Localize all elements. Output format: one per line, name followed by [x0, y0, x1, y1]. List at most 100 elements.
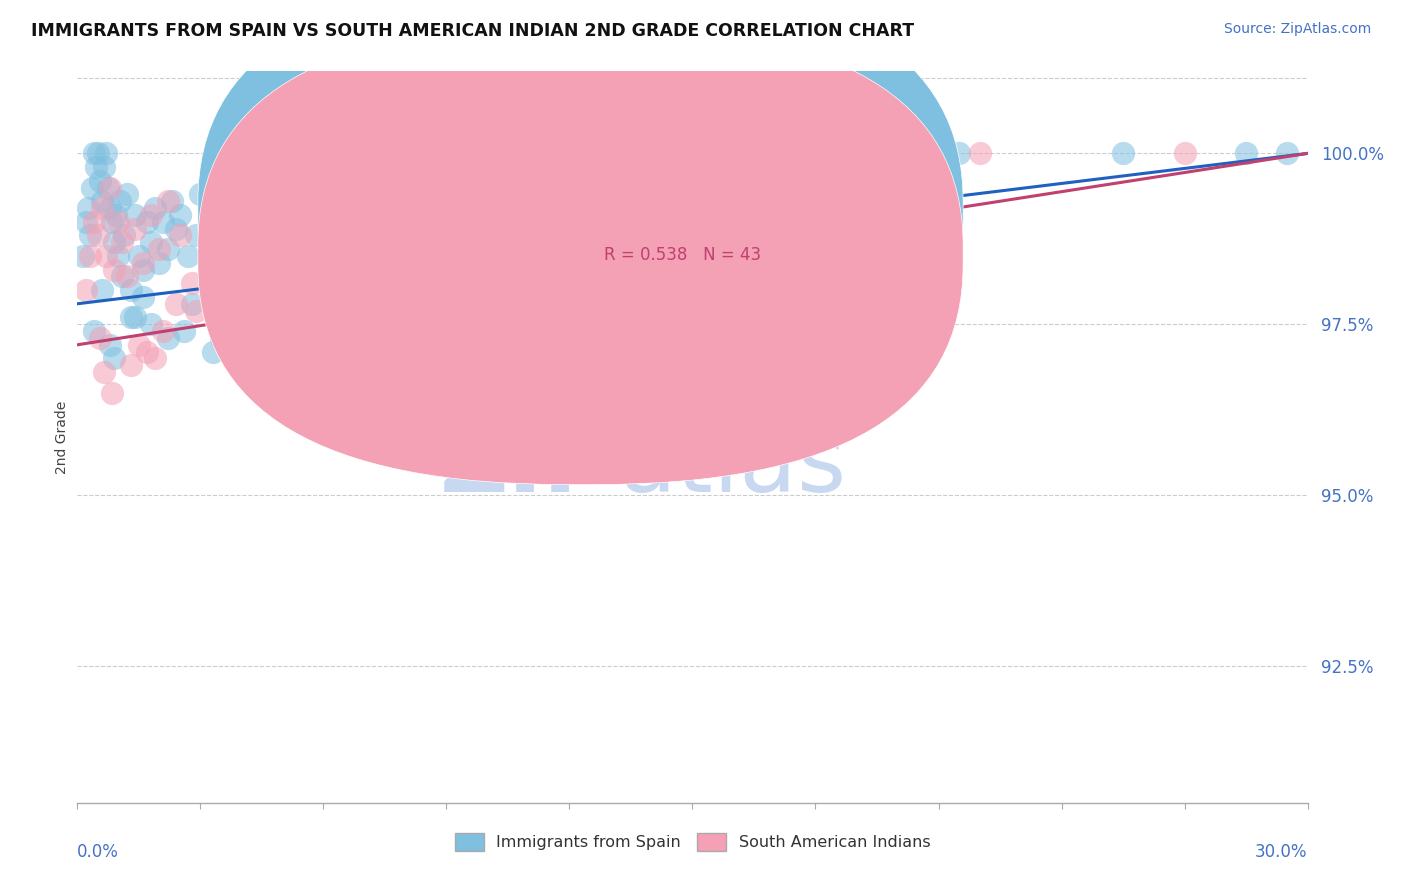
Point: [87, 228, 110, 243]
Point: [120, 359, 142, 373]
Point: [111, 269, 134, 284]
Point: [197, 235, 219, 250]
Point: [333, 297, 356, 311]
Point: [101, 215, 124, 229]
Point: [103, 262, 125, 277]
Text: 0.0%: 0.0%: [77, 843, 120, 861]
Point: [79, 228, 101, 243]
Point: [136, 344, 159, 359]
Point: [105, 208, 128, 222]
Point: [156, 242, 179, 256]
Point: [101, 385, 124, 400]
Point: [115, 269, 138, 284]
Point: [89, 174, 111, 188]
Point: [132, 262, 155, 277]
Point: [374, 290, 396, 304]
Point: [84, 160, 107, 174]
Point: [93, 365, 115, 379]
Point: [83, 146, 105, 161]
Point: [496, 180, 519, 194]
Point: [103, 235, 125, 250]
FancyBboxPatch shape: [198, 25, 963, 484]
Point: [94, 146, 117, 161]
Point: [394, 262, 416, 277]
Point: [209, 331, 232, 345]
Point: [132, 256, 155, 270]
Point: [361, 215, 384, 229]
Point: [98, 180, 121, 194]
Point: [250, 297, 273, 311]
Point: [72, 249, 94, 263]
Point: [94, 249, 117, 263]
Point: [120, 283, 142, 297]
Point: [477, 228, 499, 243]
Point: [186, 228, 208, 243]
Point: [90, 201, 114, 215]
Point: [128, 338, 150, 352]
Point: [222, 194, 245, 209]
Point: [141, 208, 163, 222]
Text: IMMIGRANTS FROM SPAIN VS SOUTH AMERICAN INDIAN 2ND GRADE CORRELATION CHART: IMMIGRANTS FROM SPAIN VS SOUTH AMERICAN …: [31, 22, 914, 40]
Point: [97, 180, 120, 194]
Point: [231, 249, 253, 263]
Point: [263, 318, 285, 332]
Point: [79, 249, 101, 263]
Point: [89, 331, 111, 345]
Point: [83, 324, 105, 338]
Point: [103, 351, 125, 366]
Point: [75, 283, 97, 297]
Point: [152, 324, 174, 338]
Point: [969, 146, 991, 161]
Point: [214, 201, 236, 215]
Point: [1112, 146, 1135, 161]
Point: [90, 194, 114, 209]
Legend: Immigrants from Spain, South American Indians: Immigrants from Spain, South American In…: [449, 827, 936, 857]
Point: [141, 235, 163, 250]
Text: 30.0%: 30.0%: [1256, 843, 1308, 861]
Point: [124, 310, 146, 325]
Point: [291, 310, 314, 325]
Point: [110, 194, 132, 209]
Text: ZIP: ZIP: [440, 420, 613, 512]
Point: [1234, 146, 1257, 161]
Point: [143, 201, 166, 215]
Text: atlas: atlas: [619, 420, 846, 512]
Point: [456, 338, 478, 352]
Point: [620, 160, 643, 174]
Point: [156, 194, 179, 209]
Point: [169, 208, 191, 222]
Point: [1174, 146, 1197, 161]
Point: [783, 146, 806, 161]
Point: [169, 228, 191, 243]
Y-axis label: 2nd Grade: 2nd Grade: [55, 401, 69, 474]
Point: [599, 201, 621, 215]
Point: [148, 256, 170, 270]
Point: [124, 221, 146, 235]
Point: [87, 146, 110, 161]
Point: [186, 303, 208, 318]
FancyBboxPatch shape: [557, 188, 815, 287]
Point: [344, 318, 367, 332]
Point: [239, 249, 262, 263]
Point: [90, 283, 114, 297]
Point: [111, 235, 134, 250]
Point: [181, 297, 204, 311]
Point: [177, 249, 200, 263]
Point: [263, 283, 285, 297]
Point: [98, 201, 121, 215]
Point: [80, 180, 103, 194]
Point: [188, 187, 212, 202]
Point: [1275, 146, 1298, 161]
Point: [93, 160, 115, 174]
Point: [201, 344, 224, 359]
Point: [148, 242, 170, 256]
Point: [214, 235, 236, 250]
Point: [291, 262, 314, 277]
Point: [120, 310, 142, 325]
Point: [165, 221, 187, 235]
Point: [98, 338, 121, 352]
Point: [132, 290, 155, 304]
Point: [128, 249, 150, 263]
Point: [197, 269, 219, 284]
Point: [271, 283, 294, 297]
